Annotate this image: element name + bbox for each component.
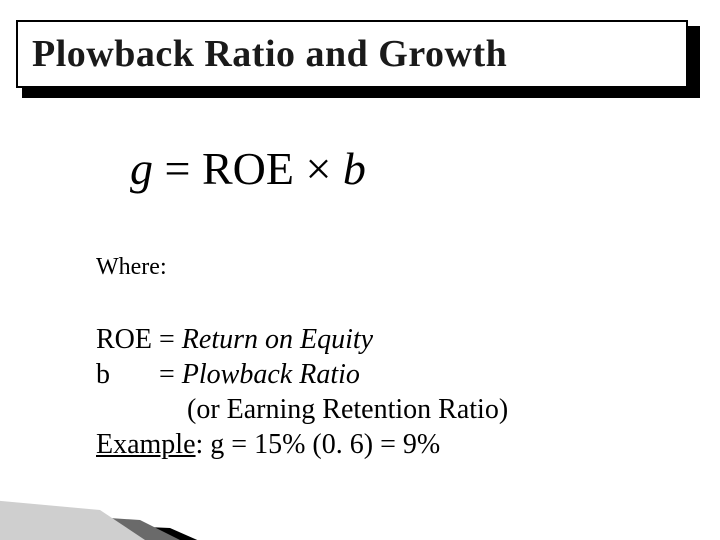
- example-line: Example: g = 15% (0. 6) = 9%: [96, 427, 508, 462]
- def-b: b = Plowback Ratio: [96, 357, 508, 392]
- where-label: Where:: [96, 254, 167, 281]
- formula-roe: ROE: [202, 143, 294, 194]
- formula-b: b: [343, 143, 366, 194]
- b-paren-text: (or Earning Retention Ratio): [187, 394, 508, 425]
- b-indent: [96, 394, 187, 425]
- b-text: Plowback Ratio: [182, 359, 360, 390]
- def-b-paren: (or Earning Retention Ratio): [96, 392, 508, 427]
- formula-g: g: [130, 143, 153, 194]
- def-roe: ROE = Return on Equity: [96, 322, 508, 357]
- formula-eq: =: [153, 143, 202, 194]
- example-label: Example: [96, 429, 196, 460]
- b-eq: =: [159, 359, 182, 390]
- title-box: Plowback Ratio and Growth: [16, 20, 688, 88]
- roe-text: Return on Equity: [182, 324, 373, 355]
- roe-symbol: ROE: [96, 324, 152, 355]
- slide-title: Plowback Ratio and Growth: [32, 32, 507, 76]
- definitions-block: ROE = Return on Equity b = Plowback Rati…: [96, 322, 508, 462]
- b-symbol: b: [96, 359, 110, 390]
- corner-decoration: [0, 480, 220, 540]
- example-rest: : g = 15% (0. 6) = 9%: [196, 429, 441, 460]
- growth-formula: g = ROE × b: [130, 142, 366, 195]
- formula-times: ×: [294, 143, 343, 194]
- b-pad: [110, 359, 159, 390]
- roe-eq: =: [152, 324, 182, 355]
